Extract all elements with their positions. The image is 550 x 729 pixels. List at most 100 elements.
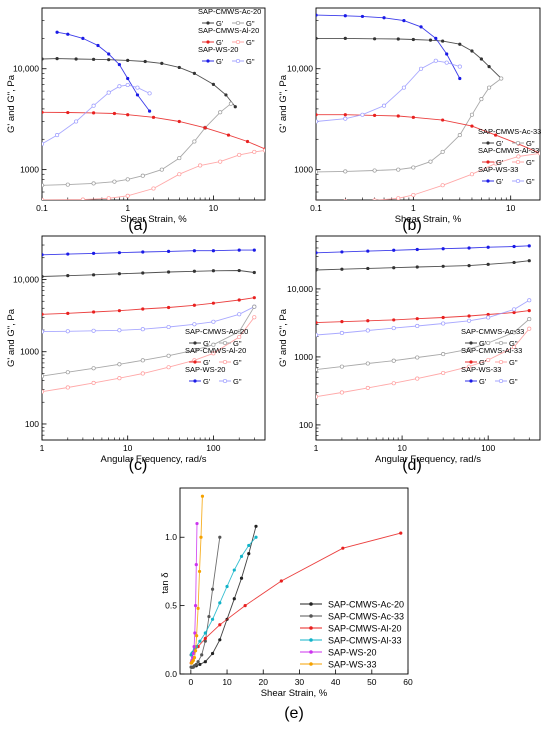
legend-swatch-marker	[235, 39, 241, 45]
data-point	[316, 367, 319, 372]
x-tick-label: 10	[123, 443, 133, 453]
data-point	[396, 37, 400, 41]
data-point	[339, 330, 344, 336]
data-point	[66, 252, 70, 256]
data-point	[372, 168, 377, 173]
data-point	[316, 268, 318, 272]
data-point	[391, 326, 396, 331]
data-point	[339, 390, 344, 395]
data-point	[42, 312, 44, 316]
data-point	[440, 149, 445, 154]
data-point	[210, 587, 215, 591]
data-point	[166, 249, 171, 253]
legend-entry-label: SAP-WS-33	[328, 660, 377, 670]
legend: SAP-CMWS-Ac-20 SAP-CMWS-Ac-33 SAP-CMWS-Al-…	[300, 600, 404, 670]
data-point	[391, 358, 396, 363]
data-point	[469, 172, 475, 177]
legend-swatch-marker	[498, 359, 504, 365]
data-point	[42, 110, 44, 114]
data-point	[247, 543, 251, 548]
data-point	[316, 332, 319, 338]
legend-swatch-marker	[206, 21, 210, 25]
data-point	[411, 115, 415, 119]
data-point	[192, 71, 196, 75]
data-point	[486, 262, 490, 266]
legend-swatch-marker	[515, 140, 521, 146]
data-point	[203, 639, 207, 643]
data-point	[117, 376, 122, 381]
data-point	[66, 32, 70, 36]
data-point	[316, 13, 318, 17]
data-point	[441, 264, 445, 268]
legend-swatch-marker	[193, 360, 197, 364]
data-point	[343, 116, 348, 121]
data-point	[233, 105, 237, 109]
data-point	[396, 167, 401, 172]
data-point	[140, 173, 145, 178]
legend-entry-label: G'	[216, 57, 224, 66]
data-point	[74, 119, 79, 124]
data-point	[117, 272, 121, 276]
x-tick-label: 10	[209, 203, 219, 213]
data-point	[239, 554, 244, 558]
data-point	[316, 169, 319, 174]
data-point	[340, 267, 344, 271]
data-point	[392, 248, 396, 252]
y-tick-label: 100	[299, 420, 313, 430]
legend-entry-label: G"	[526, 177, 535, 186]
data-point	[125, 177, 130, 182]
data-point	[66, 311, 70, 315]
data-point	[458, 42, 462, 46]
data-point	[211, 249, 216, 253]
data-point	[279, 579, 283, 583]
series-line	[316, 60, 460, 122]
data-point	[192, 322, 197, 327]
data-point	[197, 569, 202, 574]
data-point	[419, 25, 423, 29]
data-point	[166, 353, 171, 358]
data-point	[365, 328, 370, 333]
data-point	[135, 93, 140, 97]
data-point	[396, 114, 400, 118]
x-axis-title: Angular Frequency, rad/s	[101, 454, 207, 465]
legend-entry-label: G'	[216, 38, 224, 47]
data-point	[166, 324, 171, 330]
series-line	[316, 310, 530, 324]
y-tick-label: 1000	[294, 352, 313, 362]
data-point	[445, 52, 449, 56]
plot-frame	[315, 7, 541, 201]
panel-label: (d)	[402, 457, 422, 474]
data-point	[218, 601, 222, 605]
data-point	[198, 639, 202, 643]
data-point	[396, 196, 401, 200]
data-point	[411, 192, 416, 198]
x-tick-label: 10	[506, 203, 516, 213]
legend-entry-label: G"	[233, 377, 242, 386]
series-layer	[316, 244, 532, 399]
legend-entry-label: G'	[479, 358, 487, 367]
y-tick-label: 10,000	[13, 274, 39, 284]
legend-swatch-marker	[515, 159, 521, 165]
data-point	[166, 270, 171, 274]
y-tick-label: 1.0	[165, 532, 177, 542]
data-point	[65, 182, 70, 187]
data-point	[399, 531, 403, 535]
x-axis-title: Shear Strain, %	[261, 688, 328, 699]
data-point	[343, 14, 347, 18]
data-point	[419, 66, 424, 71]
legend-entry-label: G"	[509, 377, 518, 386]
data-point	[143, 59, 147, 64]
legend-swatch-marker	[486, 179, 490, 183]
data-point	[252, 296, 256, 300]
data-point	[441, 315, 445, 320]
data-point	[65, 370, 70, 375]
data-point	[252, 304, 257, 309]
data-point	[177, 65, 181, 70]
legend-entry-label: G"	[509, 339, 518, 348]
data-point	[210, 617, 215, 621]
legend-entry-label: G"	[233, 358, 242, 367]
legend-entry-label: G"	[509, 358, 518, 367]
data-point	[117, 309, 121, 313]
series-line	[316, 37, 502, 79]
data-point	[203, 126, 207, 130]
